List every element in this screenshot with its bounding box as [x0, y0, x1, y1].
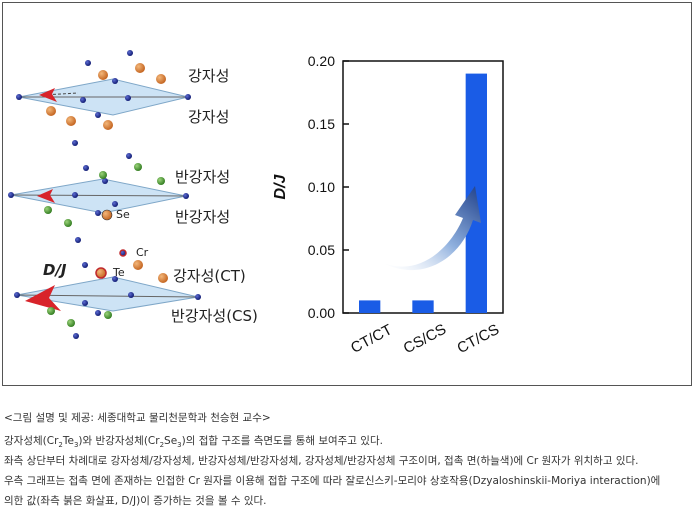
caption-line-2: 좌측 상단부터 차례대로 강자성체/강자성체, 반강자성체/반강자성체, 강자성… — [4, 455, 639, 467]
structure-svg — [8, 50, 201, 339]
x-tick-label: CT/CS — [454, 321, 502, 357]
red-arrow-icon — [37, 189, 55, 203]
increase-arrow-icon — [383, 186, 481, 271]
figure-panel: 강자성 강자성 반강자성 반강자성 강자성(CT) 반강자성(CS) Se Cr… — [2, 2, 692, 386]
x-tick-label: CT/CT — [348, 321, 395, 357]
structure-3-bottom-label: 반강자성(CS) — [171, 307, 258, 325]
bar-cs-cs — [412, 300, 434, 313]
y-tick-label: 0.20 — [308, 53, 335, 69]
bar-ct-cs — [465, 73, 487, 313]
red-arrow-icon — [39, 88, 57, 102]
structure-3-top-label: 강자성(CT) — [173, 267, 246, 285]
y-axis-label: D/J — [272, 173, 289, 199]
chart-bars — [359, 73, 487, 313]
figure-credit: <그림 설명 및 제공: 세종대학교 물리천문학과 천승현 교수> — [4, 412, 271, 424]
y-tick-label: 0.10 — [308, 179, 335, 195]
structure-ferro-antiferro — [14, 249, 201, 339]
x-tick-label: CS/CS — [401, 321, 449, 358]
red-arrow-icon — [25, 285, 61, 311]
caption-line-1: 강자성체(Cr2Te3)와 반강자성체(Cr2Se3)의 접합 구조를 측면도를… — [4, 435, 383, 450]
atom-label-se: Se — [116, 208, 130, 221]
y-tick-label: 0.00 — [308, 305, 335, 321]
structure-antiferro-antiferro — [8, 153, 189, 243]
structure-1-bottom-label: 강자성 — [188, 108, 230, 126]
bar-ct-ct — [359, 300, 381, 313]
structure-1-top-label: 강자성 — [188, 67, 230, 85]
structure-2-top-label: 반강자성 — [175, 168, 231, 186]
atom-label-cr: Cr — [136, 246, 149, 259]
chart-svg: 0.00 0.05 0.10 0.15 0.20 D/J CT/CT CS/CS CT/CS — [272, 53, 504, 358]
atom-label-te: Te — [113, 266, 125, 279]
structure-diagram: 강자성 강자성 반강자성 반강자성 강자성(CT) 반강자성(CS) Se Cr… — [3, 3, 293, 383]
dj-bar-chart: 0.00 0.05 0.10 0.15 0.20 D/J CT/CT CS/CS CT/CS — [263, 43, 683, 378]
y-tick-label: 0.05 — [308, 242, 335, 258]
structure-2-bottom-label: 반강자성 — [175, 208, 231, 226]
structure-ferro-ferro — [16, 50, 191, 146]
y-tick-label: 0.15 — [308, 116, 335, 132]
caption-line-4: 의한 값(좌측 붉은 화살표, D/J)이 증가하는 것을 볼 수 있다. — [4, 495, 267, 507]
caption-line-3: 우측 그래프는 접촉 면에 존재하는 인접한 Cr 원자를 이용해 접합 구조에… — [4, 475, 661, 487]
dj-arrow-label: D/J — [43, 261, 67, 279]
